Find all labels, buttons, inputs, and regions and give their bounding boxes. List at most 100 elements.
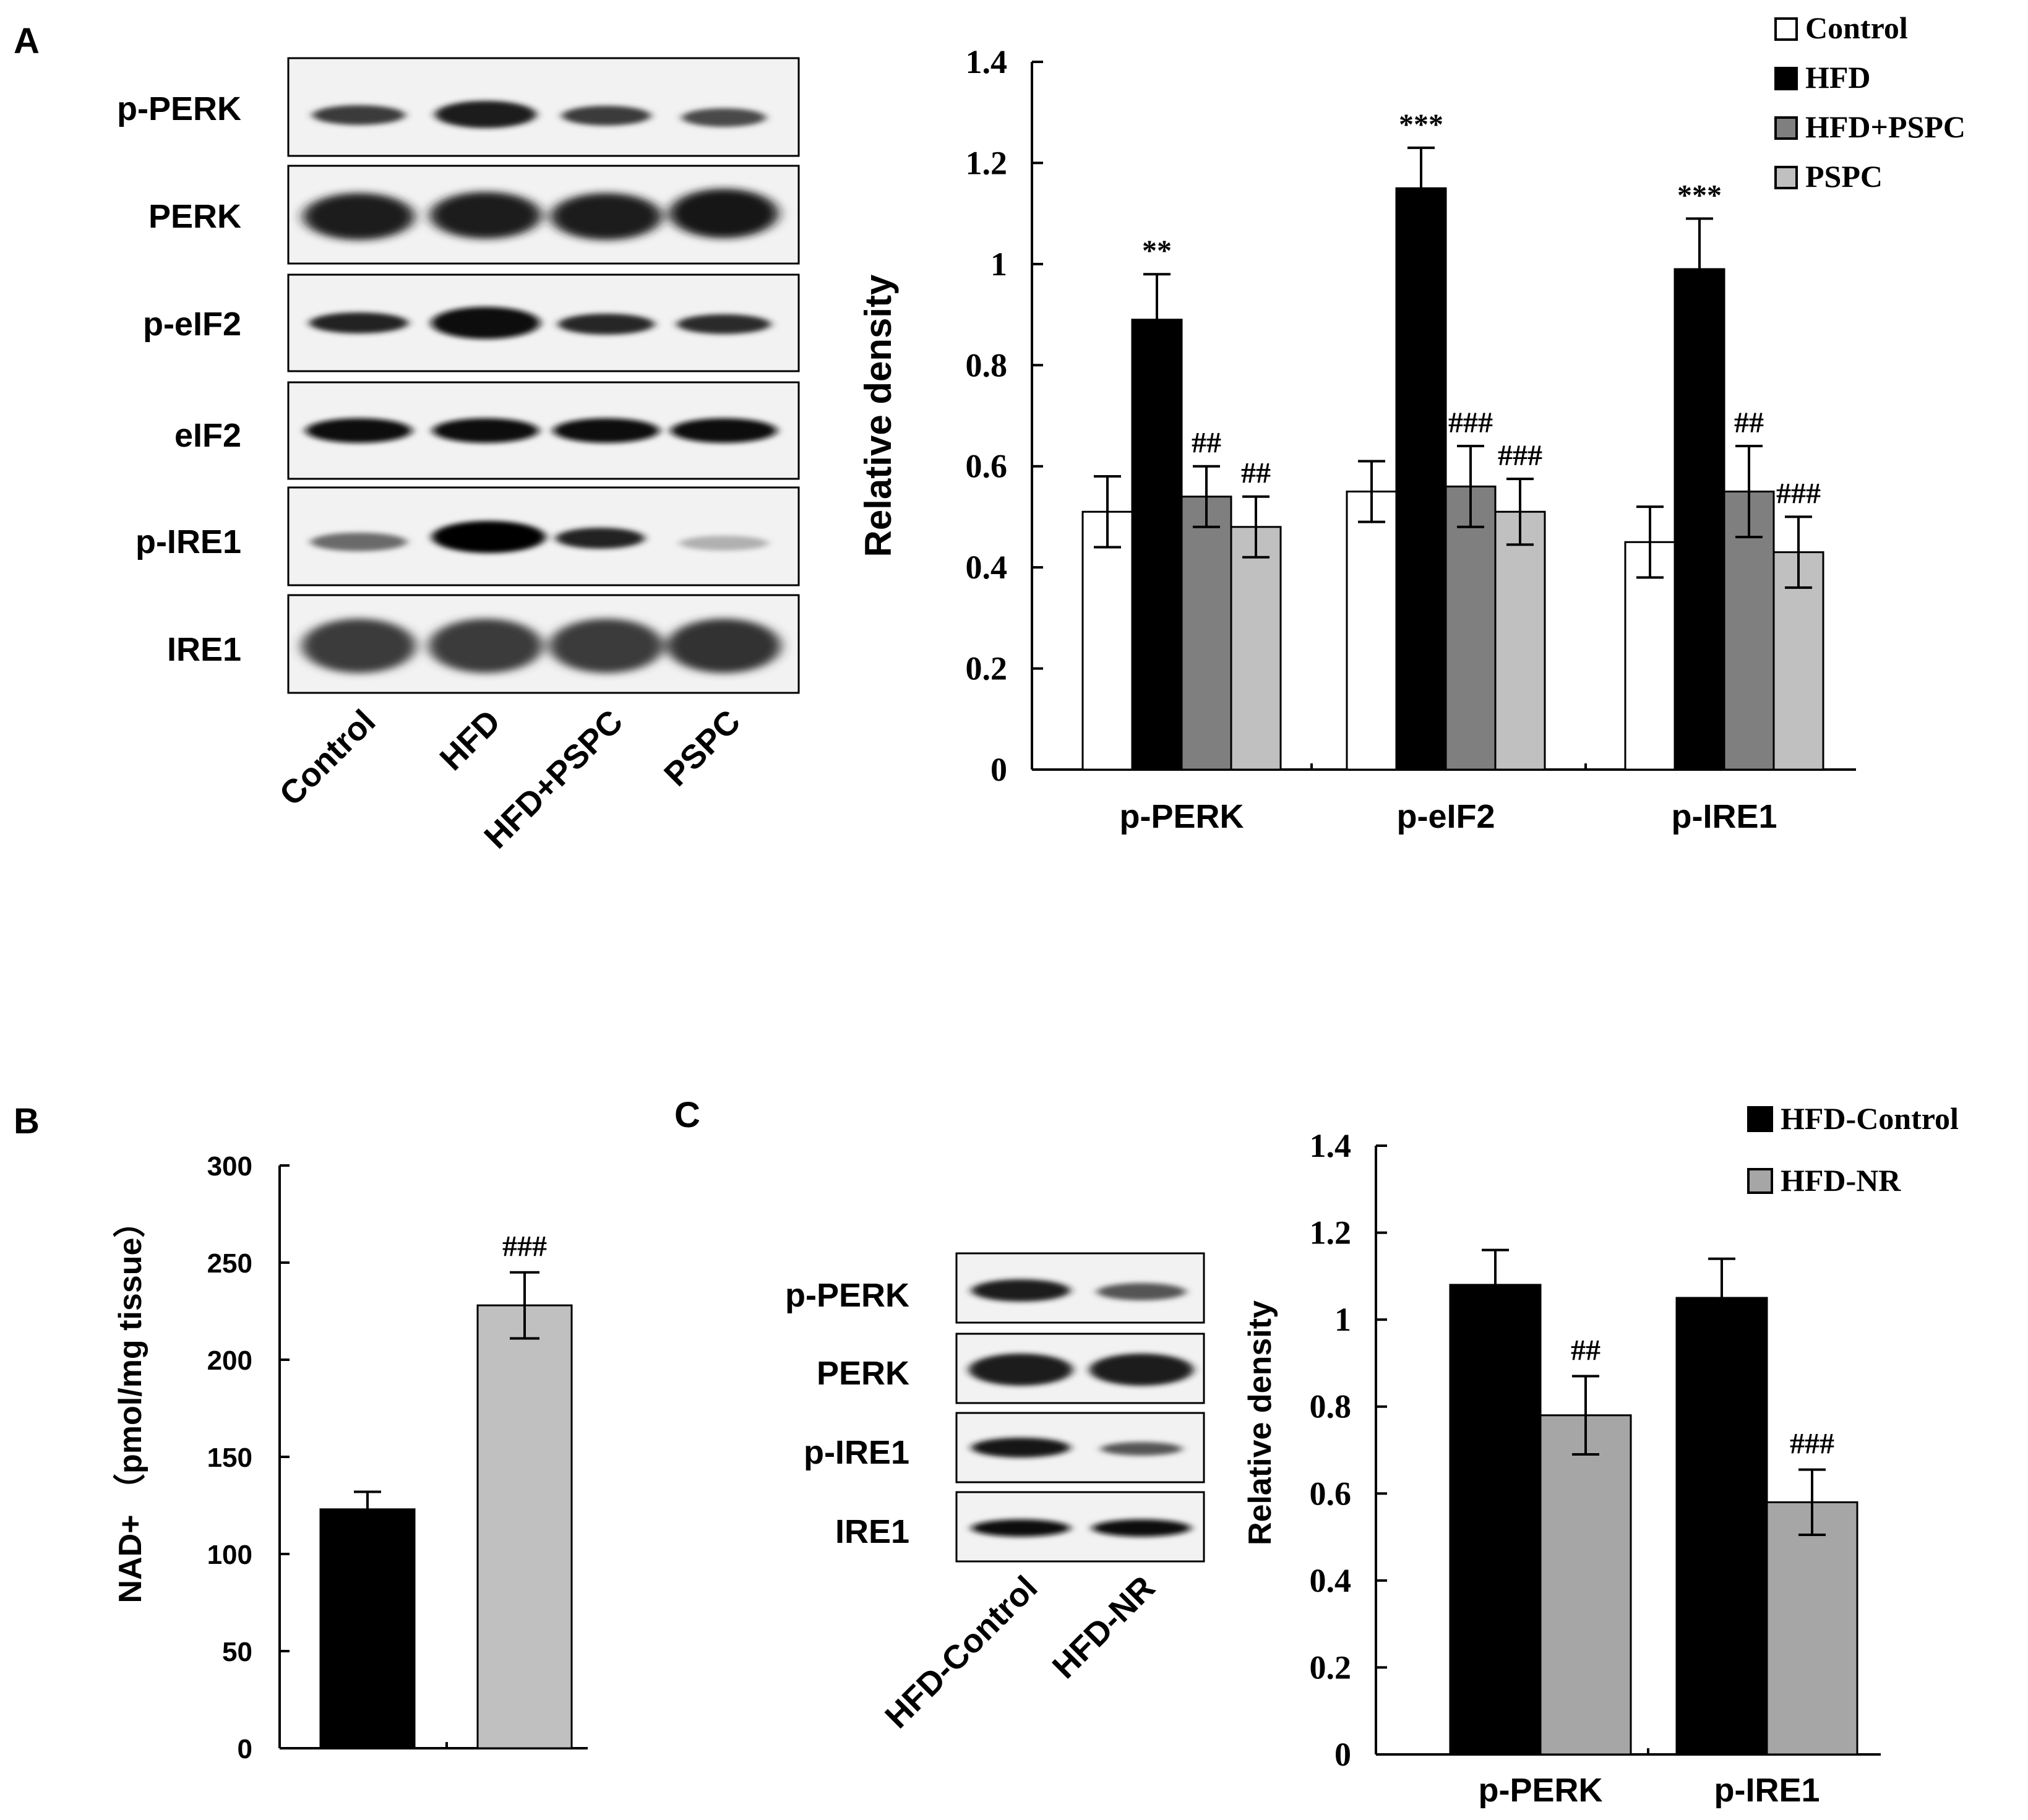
band-p-eif2-hfd-pspc <box>558 314 655 335</box>
band-c-ire1-hfd-nr <box>1092 1519 1191 1537</box>
legend-label: Control <box>1805 11 1908 45</box>
bar-chart-a: 0 0.2 0.4 0.6 0.8 1 1.2 1.4 Relative density p-PE… <box>857 11 1966 835</box>
band-p-eif2-hfd <box>431 307 540 339</box>
band-p-perk-hfd <box>435 101 536 128</box>
y-tick-label: 0.8 <box>1310 1388 1352 1425</box>
y-tick-label: 0.2 <box>1310 1649 1352 1686</box>
y-tick-label: 0.6 <box>1310 1475 1352 1512</box>
blot-a-row-label: p-eIF2 <box>143 306 241 343</box>
band-c-ire1-hfd-control <box>971 1519 1070 1537</box>
significance-mark: ### <box>1790 1428 1834 1461</box>
x-category-label: p-PERK <box>1479 1772 1603 1809</box>
blot-a-row-label: PERK <box>148 198 241 235</box>
panel-letter-b: B <box>14 1101 40 1141</box>
y-tick-label: 0 <box>238 1734 252 1764</box>
band-p-perk-pspc <box>682 108 766 127</box>
blot-a-row-label: p-IRE1 <box>135 523 241 560</box>
x-category-label: p-eIF2 <box>1396 798 1495 835</box>
bar-chart-b: 0 50 100 150 200 250 300 NAD+ （pmol/mg tissue） #… <box>113 1151 588 1764</box>
band-p-perk-control <box>312 105 405 125</box>
y-tick-label: 0.6 <box>966 448 1008 485</box>
panel-letter-a: A <box>14 21 40 61</box>
band-p-eif2-pspc <box>677 314 771 334</box>
bar-hfd-nr-p-ire1 <box>1766 1501 1858 1756</box>
significance-mark: ### <box>1776 477 1821 510</box>
y-tick-label: 50 <box>222 1637 252 1667</box>
legend-label: PSPC <box>1805 159 1883 194</box>
band-eif2-hfd <box>432 418 539 443</box>
y-tick-label: 0 <box>1334 1736 1351 1773</box>
bar-hfd-pspc-p-perk <box>1180 496 1232 771</box>
band-eif2-control <box>306 418 412 443</box>
y-tick-label: 1.2 <box>1310 1214 1352 1251</box>
x-category-label: p-PERK <box>1120 798 1244 835</box>
y-tick-label: 1.2 <box>966 144 1008 181</box>
significance-mark: ## <box>1192 427 1221 460</box>
legend-swatch <box>1774 17 1798 41</box>
y-axis-title: Relative density <box>857 274 899 557</box>
band-ire1-hfd-pspc <box>549 619 663 673</box>
y-tick-label: 0.4 <box>966 549 1008 586</box>
y-tick-label: 1.4 <box>966 43 1008 80</box>
band-c-p-ire1-hfd-nr <box>1101 1442 1182 1456</box>
y-tick-label: 300 <box>207 1151 252 1182</box>
band-p-ire1-pspc <box>679 536 768 551</box>
bar-hfd-pspc-p-eif2 <box>1445 485 1497 771</box>
band-perk-control <box>303 193 415 240</box>
bar-control-p-ire1 <box>1624 541 1676 771</box>
blot-a-row-label: p-PERK <box>117 90 241 127</box>
legend-label: HFD+PSPC <box>1805 109 1966 144</box>
bar-pspc-p-eif2 <box>1494 510 1546 771</box>
band-perk-hfd-pspc <box>551 193 662 240</box>
x-category-label: p-IRE1 <box>1714 1772 1820 1809</box>
y-tick-label: 0.4 <box>1310 1562 1352 1599</box>
y-tick-label: 0.2 <box>966 650 1008 687</box>
significance-mark: *** <box>1677 179 1722 212</box>
legend-swatch <box>1747 1106 1773 1132</box>
band-ire1-hfd <box>429 619 543 673</box>
y-tick-label: 150 <box>207 1443 252 1473</box>
legend-swatch <box>1774 166 1798 189</box>
legend-label: HFD-Control <box>1781 1101 1959 1136</box>
significance-mark: ### <box>502 1230 547 1263</box>
band-c-p-perk-hfd-control <box>971 1279 1070 1302</box>
bar-chart-c: 0 0.2 0.4 0.6 0.8 1 1.2 1.4 Relative density p-PE… <box>1242 1101 1959 1809</box>
significance-mark: *** <box>1399 108 1443 141</box>
significance-mark: ## <box>1241 457 1271 490</box>
y-axis-title: NAD+ （pmol/mg tissue） <box>113 1206 148 1603</box>
y-tick-label: 1 <box>990 246 1007 283</box>
legend-swatch <box>1747 1168 1773 1194</box>
band-perk-pspc <box>669 189 778 238</box>
legend-label: HFD <box>1805 60 1871 95</box>
bar-control-p-perk <box>1081 510 1133 771</box>
x-category-label: p-IRE1 <box>1671 798 1777 835</box>
band-c-p-perk-hfd-nr <box>1097 1283 1186 1300</box>
y-tick-label: 200 <box>207 1346 252 1376</box>
blot-c-row-label: p-PERK <box>785 1277 909 1314</box>
panel-letter-c: C <box>674 1095 700 1135</box>
significance-mark: ** <box>1142 234 1172 267</box>
band-ire1-pspc <box>667 619 781 673</box>
band-p-ire1-control <box>311 533 407 551</box>
bar-hfd-p-perk <box>1131 319 1183 771</box>
blot-c-row-labels: p-PERK PERK p-IRE1 IRE1 <box>785 1277 909 1550</box>
significance-mark: ## <box>1571 1334 1600 1367</box>
blot-c-row-label: IRE1 <box>835 1513 909 1550</box>
band-c-p-ire1-hfd-control <box>971 1438 1070 1457</box>
y-tick-label: 100 <box>207 1540 252 1570</box>
band-perk-hfd <box>430 192 541 239</box>
blot-a-row-label: IRE1 <box>167 631 241 668</box>
legend-label: HFD-NR <box>1781 1163 1901 1198</box>
bar-nad-nr <box>476 1304 573 1749</box>
significance-mark: ## <box>1734 406 1764 439</box>
bar-pspc-p-perk <box>1230 526 1282 771</box>
blot-c-row-label: PERK <box>817 1355 909 1392</box>
y-axis-title: Relative density <box>1242 1300 1278 1545</box>
bar-hfd-control-p-ire1 <box>1675 1297 1768 1756</box>
band-p-perk-hfd-pspc <box>562 106 651 126</box>
y-tick-label: 0 <box>990 751 1007 788</box>
blot-a-row-labels: p-PERK PERK p-eIF2 eIF2 p-IRE1 IRE1 <box>117 90 241 668</box>
bar-hfd-p-ire1 <box>1674 268 1725 771</box>
blot-a-row-label: eIF2 <box>174 417 241 454</box>
